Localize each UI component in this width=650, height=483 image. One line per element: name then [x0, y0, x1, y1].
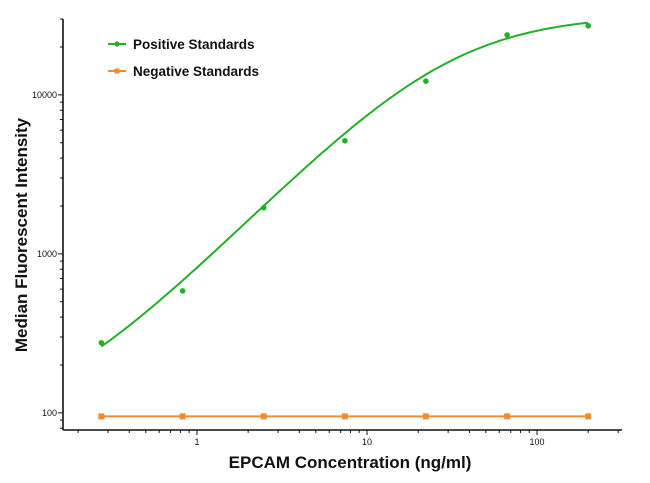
data-point	[260, 204, 267, 211]
x-tick-label: 100	[530, 437, 545, 447]
data-point	[423, 78, 429, 84]
axes: 1 10 100 100 1000 10000	[32, 18, 622, 447]
data-point	[342, 138, 348, 144]
data-point	[585, 22, 592, 29]
legend-label: Negative Standards	[133, 64, 259, 79]
legend-label: Positive Standards	[133, 37, 255, 52]
data-point	[585, 413, 592, 420]
x-axis-label: EPCAM Concentration (ng/ml)	[229, 453, 472, 472]
y-axis-label: Median Fluorescent Intensity	[12, 117, 31, 352]
series-positive	[98, 21, 592, 348]
legend: Positive Standards Negative Standards	[108, 37, 259, 79]
data-point	[504, 413, 511, 420]
data-point	[179, 288, 186, 294]
data-point	[260, 413, 267, 420]
series-negative	[98, 413, 592, 420]
data-point	[341, 413, 348, 420]
fit-line	[100, 21, 589, 348]
y-tick-label: 100	[42, 408, 57, 418]
plot-area	[98, 21, 592, 420]
data-point	[179, 413, 186, 420]
x-tick-label: 10	[362, 437, 372, 447]
data-point	[504, 32, 510, 38]
legend-item-positive: Positive Standards	[108, 37, 255, 52]
x-tick-label: 1	[194, 437, 199, 447]
data-point	[98, 339, 105, 346]
data-point	[422, 413, 429, 420]
y-tick-label: 10000	[32, 90, 57, 100]
data-point	[98, 413, 105, 420]
y-tick-label: 1000	[37, 249, 57, 259]
legend-item-negative: Negative Standards	[108, 64, 259, 79]
